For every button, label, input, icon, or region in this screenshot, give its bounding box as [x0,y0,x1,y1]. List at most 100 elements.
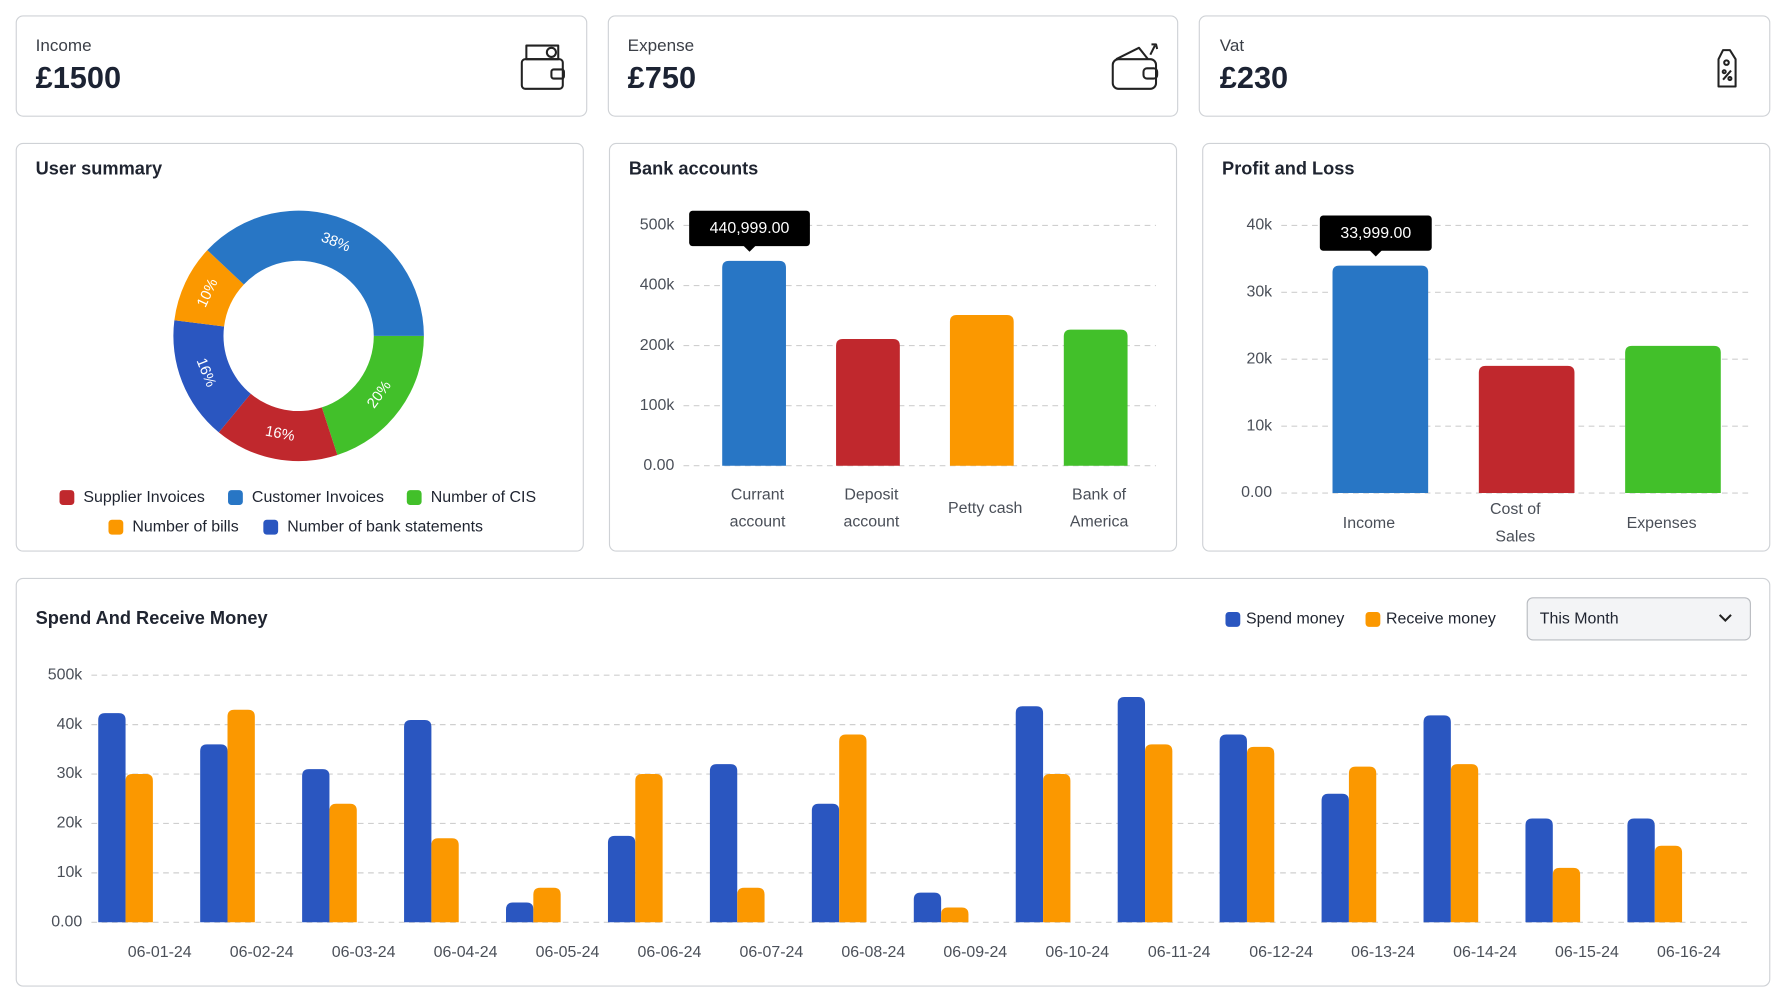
tooltip-text: 33,999.00 [1340,225,1411,242]
tooltip-box [689,210,810,247]
bar [1321,793,1349,923]
wallet-icon [1111,43,1159,90]
x-tick-label: 06-06-24 [638,944,702,961]
bar [1627,818,1655,923]
y-tick-label: 10k [57,864,83,881]
bar [404,720,432,923]
x-tick-label: 06-11-24 [1148,944,1211,961]
legend-label: Supplier Invoices [83,489,204,506]
dropdown-value[interactable]: This Month [1540,611,1619,628]
bar [329,803,357,923]
y-tick-label: 30k [57,765,83,782]
legend-label: Customer Invoices [252,489,384,506]
legend-swatch [263,519,279,535]
bar [125,774,153,923]
y-tick-label: 10k [1246,417,1272,434]
x-tick-label: Currant account [730,487,786,531]
bar [1117,697,1146,923]
y-tick-label: 500k [48,666,83,683]
bar [836,338,900,466]
tooltip-arrow [742,244,757,252]
bar [302,769,330,923]
bar [635,774,663,923]
x-tick-label: 06-02-24 [230,944,294,961]
y-tick-label: 400k [640,277,675,294]
legend-swatch [108,519,124,535]
chart-title: Profit and Loss [1222,158,1355,178]
y-tick-label: 20k [1246,350,1272,367]
x-tick-label: 06-15-24 [1555,944,1619,961]
x-tick-label: 06-05-24 [536,944,600,961]
legend-swatch [1225,612,1241,627]
tag-icon [1717,49,1737,88]
period-dropdown[interactable]: This Month [1526,597,1751,641]
bar [1015,706,1044,923]
x-tick-label: Petty cash [948,500,1022,517]
slice-label: 16% [264,424,296,445]
bar [949,314,1014,466]
card-label: Expense [628,36,694,55]
card-value: £230 [1220,60,1288,95]
bar [431,838,459,923]
y-tick-label: 100k [640,397,675,414]
y-tick-label: 30k [1246,284,1272,301]
bar [941,907,969,923]
legend-swatch [59,490,75,505]
bar [1525,818,1553,923]
donut-slice [321,335,424,456]
x-tick-label: Cost of Sales [1490,501,1541,545]
y-tick-label: 200k [640,337,675,354]
bar [533,887,561,923]
y-tick-label: 0.00 [643,457,674,474]
x-tick-label: 06-10-24 [1045,944,1109,961]
legend-label: Number of bills [132,518,238,535]
legend-label: Number of CIS [431,489,536,506]
x-tick-label: 06-08-24 [841,944,905,961]
tooltip-text: 440,999.00 [710,220,790,237]
bar [1552,867,1581,923]
x-tick-label: 06-16-24 [1657,944,1721,961]
bar [1332,265,1429,494]
vat-card [1198,15,1771,117]
dropdown-box[interactable] [1526,597,1751,641]
x-tick-label: 06-07-24 [739,944,803,961]
x-tick-label: 06-12-24 [1249,944,1313,961]
bar [506,902,534,923]
x-tick-label: 06-14-24 [1453,944,1517,961]
bar [227,709,255,923]
bar [709,764,738,923]
x-tick-label: 06-01-24 [128,944,192,961]
tooltip-arrow [1368,249,1383,257]
bar [200,744,228,923]
x-tick-label: 06-04-24 [434,944,498,961]
bar [1450,764,1479,923]
bar [1654,845,1683,923]
card-label: Vat [1220,36,1245,55]
bar [1145,744,1173,923]
donut-slice [174,250,244,327]
y-tick-label: 500k [640,217,675,234]
legend-label: Spend money [1246,611,1344,628]
y-tick-label: 20k [57,815,83,832]
donut-slice [218,393,338,462]
x-tick-label: 06-03-24 [332,944,396,961]
legend-swatch [228,490,243,505]
chart-title: User summary [36,158,163,178]
tooltip-box [1319,215,1432,251]
card-value: £750 [628,60,696,95]
y-tick-label: 40k [1246,217,1272,234]
income-card [15,15,588,117]
x-tick-label: Deposit account [843,487,899,531]
donut-slice [207,210,424,336]
legend-swatch [406,490,422,505]
bar [913,892,942,923]
dropdown-arrow[interactable] [1718,614,1732,623]
y-tick-label: 40k [57,716,83,733]
user-summary-card [15,142,584,552]
bar [1219,734,1247,923]
x-tick-label: 06-09-24 [943,944,1007,961]
x-tick-label: Income [1343,515,1395,532]
donut-slice [173,320,251,433]
expense-card [607,15,1179,117]
